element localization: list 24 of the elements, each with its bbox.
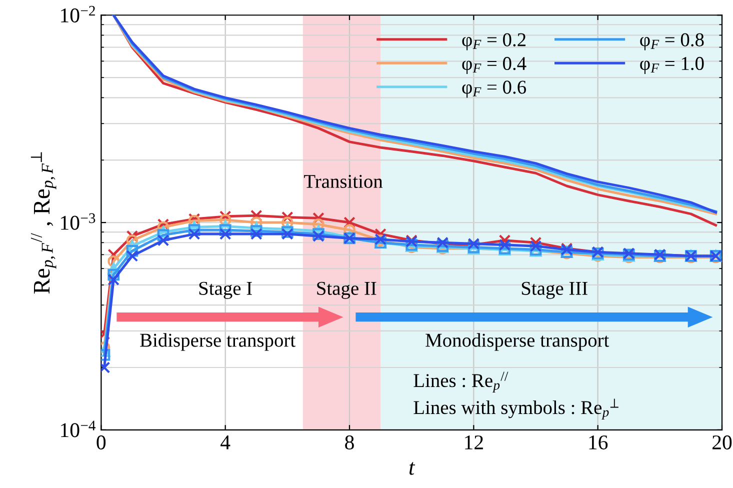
y-tick-label: 10$^{−2}$ bbox=[61, 6, 95, 22]
y-axis-title: Re$_{p,F}$$^{//}$ , Re$_{p,F}$$^{⊥}$ bbox=[30, 152, 56, 294]
annotation: Lines : Re$_{p}$$^{//}$ bbox=[414, 372, 508, 393]
annotation: Stage II bbox=[317, 282, 376, 299]
legend-label: φ$_{F}$ = 1.0 bbox=[640, 56, 704, 74]
legend-label: φ$_{F}$ = 0.8 bbox=[640, 33, 704, 50]
annotation: Stage I bbox=[199, 282, 252, 299]
y-tick-label: 10$^{−3}$ bbox=[61, 213, 96, 230]
x-tick-label: 12 bbox=[465, 435, 483, 450]
annotation: Monodisperse transport bbox=[426, 333, 610, 351]
x-tick-label: 16 bbox=[589, 435, 608, 450]
legend-label: φ$_{F}$ = 0.4 bbox=[462, 56, 526, 74]
x-tick-label: 0 bbox=[96, 435, 106, 450]
legend-label: φ$_{F}$ = 0.6 bbox=[462, 80, 526, 98]
annotation: Bidisperse transport bbox=[140, 333, 296, 351]
y-tick-label: 10$^{−4}$ bbox=[61, 420, 96, 438]
x-tick-label: 8 bbox=[345, 435, 354, 450]
annotation: Transition bbox=[304, 174, 383, 188]
x-axis-title: t bbox=[409, 462, 416, 475]
x-tick-label: 20 bbox=[712, 435, 732, 450]
annotation: Lines with symbols : Re$_{p}$$^{⊥}$ bbox=[414, 398, 618, 420]
x-tick-label: 4 bbox=[220, 436, 230, 450]
annotation: Stage III bbox=[522, 282, 588, 299]
legend-label: φ$_{F}$ = 0.2 bbox=[462, 33, 526, 50]
